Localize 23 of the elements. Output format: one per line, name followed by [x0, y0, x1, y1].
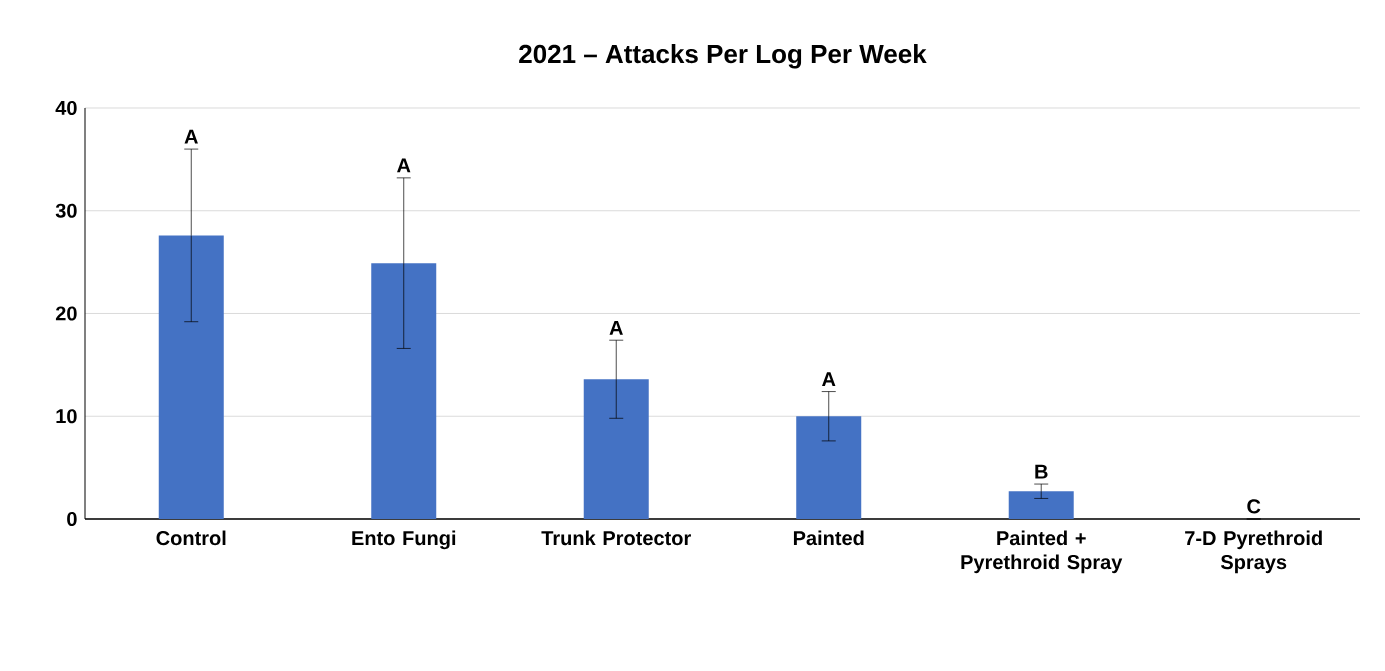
annotation: C [1247, 499, 1261, 514]
x-tick-label: Ento Fungi [352, 530, 456, 550]
bar [796, 416, 862, 519]
y-tick-label: 30 [55, 203, 77, 218]
x-tick-label: Control [156, 530, 226, 546]
y-tick-label: 20 [55, 306, 77, 321]
y-tick-label: 40 [55, 100, 77, 116]
annotation: A [609, 320, 623, 335]
annotation: B [1035, 464, 1048, 479]
x-tick-label: Painted + Pyrethroid Spray [961, 530, 1123, 574]
bar [583, 379, 649, 519]
x-tick-label: Trunk Protector [541, 530, 691, 546]
bar [1008, 491, 1074, 519]
y-tick-label: 0 [67, 511, 77, 527]
bar [158, 235, 224, 519]
bar [371, 263, 437, 519]
annotation: A [397, 158, 411, 173]
chart-title: 2021 – Attacks Per Log Per Week [519, 44, 927, 69]
annotation: A [184, 129, 198, 144]
x-tick-label: Painted [793, 530, 864, 546]
x-tick-label: 7-D Pyrethroid Sprays [1185, 530, 1322, 574]
annotation: A [822, 372, 836, 387]
y-tick-label: 10 [56, 409, 77, 424]
